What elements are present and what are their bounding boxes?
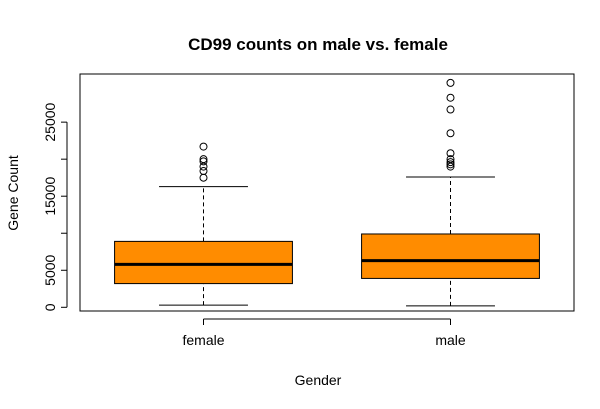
chart-title: CD99 counts on male vs. female bbox=[188, 35, 448, 54]
outlier-point bbox=[446, 105, 455, 114]
outlier-point bbox=[446, 160, 455, 169]
y-tick-label: 15000 bbox=[42, 177, 58, 216]
outlier-point bbox=[199, 167, 208, 176]
iqr-box bbox=[114, 240, 293, 285]
outlier-point bbox=[199, 157, 208, 166]
plot-marks bbox=[114, 78, 540, 307]
outlier-point bbox=[446, 155, 455, 164]
outlier-point bbox=[446, 93, 455, 102]
outlier-point bbox=[446, 149, 455, 158]
iqr-box bbox=[361, 233, 540, 279]
plot-frame bbox=[79, 73, 575, 312]
box-female bbox=[114, 142, 293, 306]
outlier-point bbox=[446, 158, 455, 167]
y-tick-label: 25000 bbox=[42, 102, 58, 141]
outlier-point bbox=[199, 155, 208, 164]
y-axis: 0 5000 15000 25000 bbox=[42, 102, 68, 311]
y-tick-label: 0 bbox=[42, 303, 58, 311]
x-tick-label-male: male bbox=[435, 332, 466, 348]
outlier-point bbox=[446, 129, 455, 138]
box-male bbox=[361, 78, 540, 307]
outlier-point bbox=[199, 142, 208, 151]
outlier-point bbox=[199, 173, 208, 182]
x-tick-label-female: female bbox=[182, 332, 224, 348]
y-axis-label: Gene Count bbox=[5, 155, 21, 231]
outlier-point bbox=[446, 78, 455, 87]
x-axis: female male bbox=[182, 318, 466, 348]
x-axis-label: Gender bbox=[295, 372, 342, 388]
y-tick-label: 5000 bbox=[42, 254, 58, 285]
